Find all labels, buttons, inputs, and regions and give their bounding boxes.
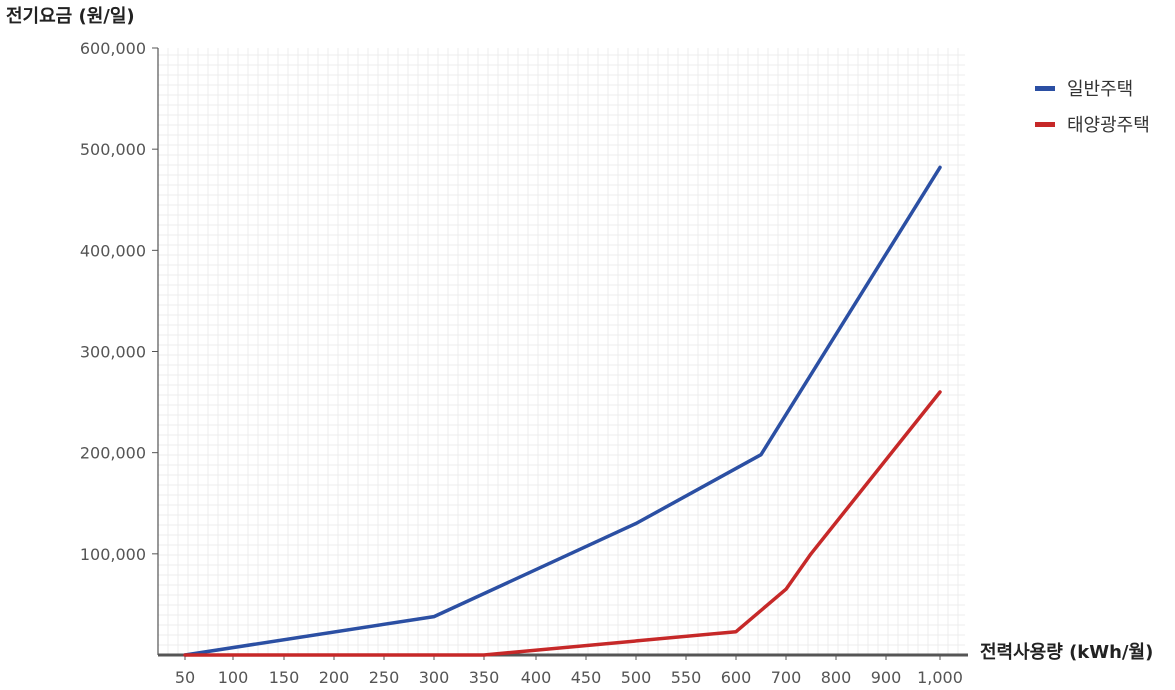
y-tick-label: 400,000 [80,241,146,260]
x-tick-label: 350 [469,668,500,687]
x-tick-label: 400 [521,668,552,687]
series-line-1 [183,390,942,657]
legend: 일반주택 태양광주택 [1035,70,1150,142]
series-line-0 [183,165,942,657]
x-tick-label: 1,000 [917,668,963,687]
x-axis-title: 전력사용량 (kWh/월) [980,642,1154,663]
x-tick-label: 900 [871,668,902,687]
x-tick-label: 700 [771,668,802,687]
y-tick-label: 300,000 [80,343,146,362]
legend-item-1: 태양광주택 [1035,106,1150,142]
x-tick-label: 500 [621,668,652,687]
legend-swatch [1035,85,1055,91]
x-tick-label: 200 [319,668,350,687]
y-tick-label: 600,000 [80,39,146,58]
legend-label: 일반주택 [1067,79,1134,100]
x-tick-label: 600 [721,668,752,687]
legend-swatch [1035,121,1055,127]
legend-item-0: 일반주택 [1035,70,1150,106]
y-tick-label: 500,000 [80,140,146,159]
y-tick-label: 200,000 [80,444,146,463]
x-tick-label: 150 [269,668,300,687]
y-tick-label: 100,000 [80,545,146,564]
x-tick-label: 100 [218,668,249,687]
x-tick-label: 550 [671,668,702,687]
x-tick-label: 800 [821,668,852,687]
legend-label: 태양광주택 [1067,115,1150,136]
x-tick-label: 250 [369,668,400,687]
x-tick-label: 450 [571,668,602,687]
x-tick-label: 50 [175,668,195,687]
x-tick-label: 300 [419,668,450,687]
y-axis-title: 전기요금 (원/일) [6,6,135,27]
